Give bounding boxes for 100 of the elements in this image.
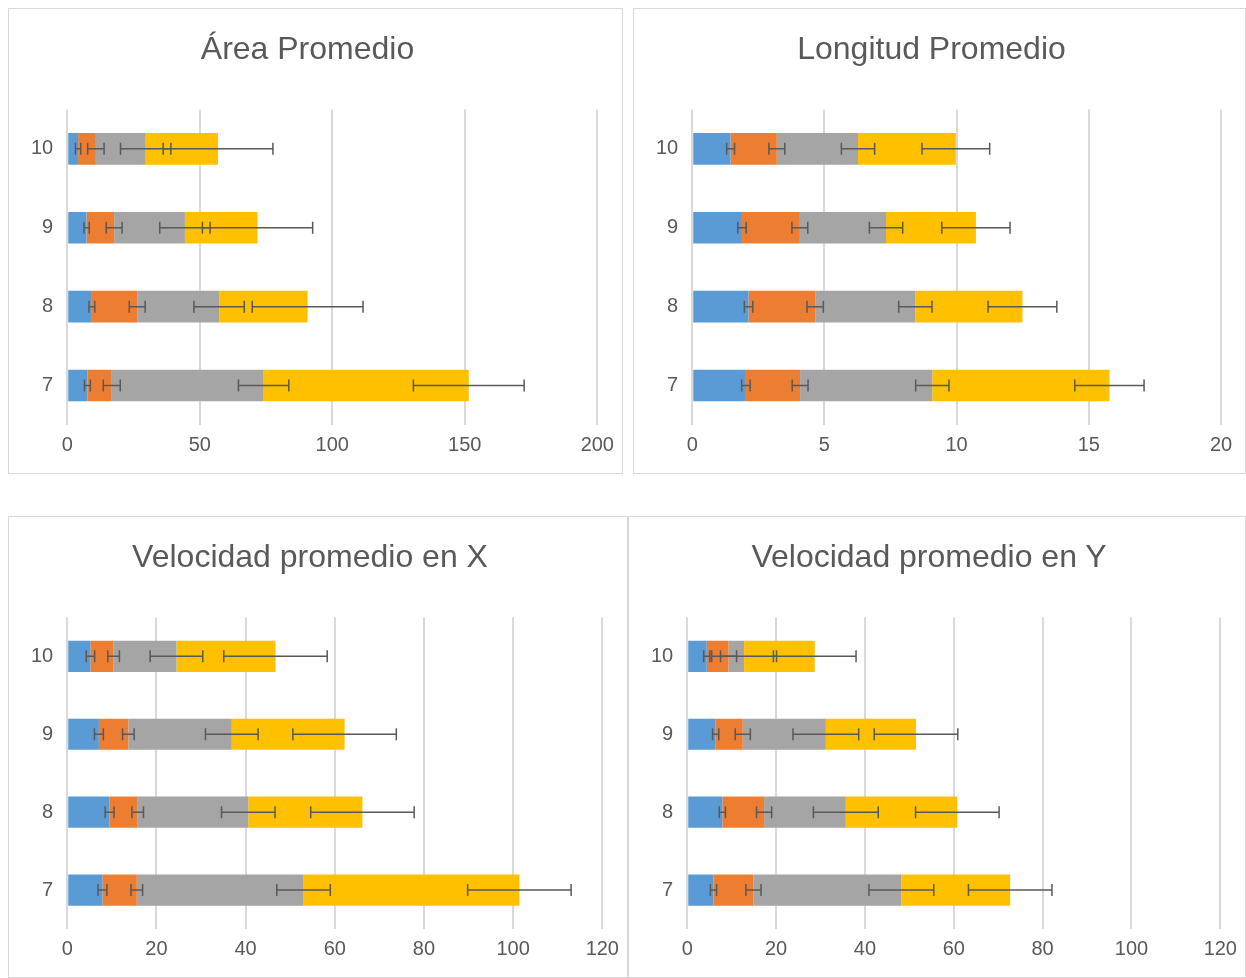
bar xyxy=(219,290,308,323)
y-tick-label: 7 xyxy=(42,373,54,396)
x-tick-label: 80 xyxy=(412,936,436,959)
bar xyxy=(815,290,916,323)
bar xyxy=(231,718,345,750)
bar xyxy=(111,369,264,402)
bar xyxy=(753,874,902,906)
chart-title: Área Promedio xyxy=(200,30,415,67)
x-tick-label: 50 xyxy=(188,432,211,455)
x-tick-label: 0 xyxy=(681,936,693,959)
x-tick-label: 5 xyxy=(818,432,830,455)
x-tick-label: 80 xyxy=(1031,936,1054,959)
bar xyxy=(706,640,729,672)
y-tick-label: 9 xyxy=(42,721,54,744)
bar xyxy=(68,211,87,244)
x-tick-label: 100 xyxy=(315,432,349,455)
bar xyxy=(68,640,91,672)
bar xyxy=(68,133,79,165)
bar xyxy=(68,796,110,828)
bar xyxy=(90,640,114,672)
bar xyxy=(137,290,220,323)
y-tick-label: 7 xyxy=(42,877,54,900)
chart-title: Velocidad promedio en Y xyxy=(751,538,1107,575)
bar xyxy=(915,290,1023,323)
x-tick-label: 60 xyxy=(323,936,346,959)
x-tick-label: 20 xyxy=(145,936,168,959)
bar xyxy=(91,290,138,323)
bar xyxy=(748,290,816,323)
bar xyxy=(858,133,956,165)
bar xyxy=(113,640,177,672)
y-tick-label: 8 xyxy=(667,294,679,317)
y-tick-label: 9 xyxy=(42,215,54,238)
bar xyxy=(745,369,801,402)
bar xyxy=(693,133,731,165)
bar xyxy=(86,211,115,244)
bar xyxy=(303,874,520,906)
y-tick-label: 10 xyxy=(31,643,54,666)
bar xyxy=(137,796,249,828)
x-tick-label: 20 xyxy=(1209,432,1233,455)
y-tick-label: 7 xyxy=(667,373,679,396)
x-tick-label: 40 xyxy=(234,936,257,959)
bar xyxy=(688,640,707,672)
bar xyxy=(688,718,716,750)
x-tick-label: 10 xyxy=(945,432,968,455)
bar xyxy=(845,796,958,828)
x-tick-label: 15 xyxy=(1077,432,1100,455)
bar xyxy=(722,796,765,828)
x-tick-label: 0 xyxy=(61,432,73,455)
bar xyxy=(68,718,99,750)
bar xyxy=(693,290,749,323)
x-tick-label: 0 xyxy=(61,936,73,959)
bar xyxy=(764,796,846,828)
bar xyxy=(776,133,859,165)
y-tick-label: 9 xyxy=(667,215,679,238)
x-tick-label: 150 xyxy=(448,432,482,455)
bar xyxy=(248,796,363,828)
x-tick-label: 60 xyxy=(942,936,965,959)
chart-title: Longitud Promedio xyxy=(797,30,1066,67)
bar xyxy=(87,369,112,402)
bar xyxy=(693,211,742,244)
bar xyxy=(742,718,826,750)
bar xyxy=(886,211,976,244)
x-tick-label: 40 xyxy=(853,936,877,959)
bar xyxy=(728,640,745,672)
x-tick-label: 100 xyxy=(496,936,530,959)
bar xyxy=(741,211,800,244)
bar xyxy=(693,369,746,402)
bar xyxy=(95,133,146,165)
bar xyxy=(688,874,714,906)
bar xyxy=(68,290,92,323)
bar xyxy=(901,874,1011,906)
x-tick-label: 120 xyxy=(1203,936,1237,959)
bar xyxy=(68,369,88,402)
bar xyxy=(176,640,276,672)
bar xyxy=(102,874,137,906)
bar xyxy=(825,718,917,750)
bar xyxy=(713,874,754,906)
bar xyxy=(114,211,185,244)
bar xyxy=(744,640,815,672)
y-tick-label: 8 xyxy=(42,799,54,822)
bar xyxy=(715,718,743,750)
y-tick-label: 10 xyxy=(31,136,54,159)
bar xyxy=(136,874,304,906)
x-tick-label: 200 xyxy=(580,432,614,455)
bar xyxy=(145,133,219,165)
bar xyxy=(799,211,887,244)
bar xyxy=(68,874,103,906)
bar xyxy=(128,718,232,750)
bar xyxy=(800,369,933,402)
bar xyxy=(932,369,1110,402)
y-tick-label: 8 xyxy=(42,294,54,317)
y-tick-label: 8 xyxy=(662,799,674,822)
y-tick-label: 10 xyxy=(656,136,679,159)
x-tick-label: 120 xyxy=(585,936,619,959)
bar xyxy=(688,796,723,828)
x-tick-label: 20 xyxy=(764,936,788,959)
bar xyxy=(78,133,96,165)
bar xyxy=(98,718,129,750)
chart-title: Velocidad promedio en X xyxy=(132,538,488,575)
y-tick-label: 7 xyxy=(662,877,674,900)
